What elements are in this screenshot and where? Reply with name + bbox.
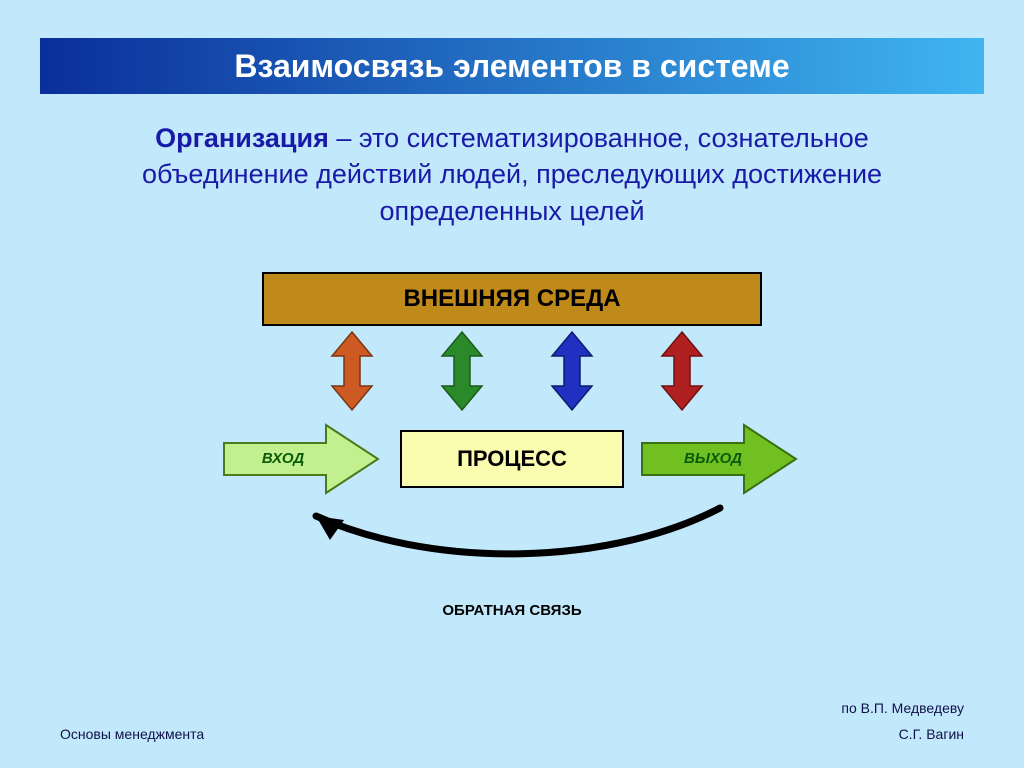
process-box: ПРОЦЕСС [400, 430, 624, 488]
bidir-arrow-4 [662, 332, 702, 410]
feedback-arc-path [316, 508, 720, 554]
footer-left: Основы менеджмента [60, 726, 204, 742]
output-arrow-shape [642, 425, 796, 493]
output-arrow [640, 421, 800, 497]
bidirectional-arrows [262, 326, 762, 416]
attribution-text: по В.П. Медведеву [841, 700, 964, 716]
process-label: ПРОЦЕСС [457, 446, 567, 472]
bidir-arrow-2 [442, 332, 482, 410]
footer-right: С.Г. Вагин [899, 726, 964, 742]
bidir-arrow-3 [552, 332, 592, 410]
slide-root: Взаимосвязь элементов в системе Организа… [0, 0, 1024, 768]
feedback-label: ОБРАТНАЯ СВЯЗЬ [412, 602, 612, 619]
environment-box: ВНЕШНЯЯ СРЕДА [262, 272, 762, 326]
environment-label: ВНЕШНЯЯ СРЕДА [403, 285, 620, 313]
input-arrow-shape [224, 425, 378, 493]
input-arrow [222, 421, 382, 497]
definition-term: Организация [155, 123, 329, 153]
slide-title-bar: Взаимосвязь элементов в системе [40, 38, 984, 94]
definition-text: Организация – это систематизированное, с… [100, 120, 924, 229]
bidir-arrow-1 [332, 332, 372, 410]
slide-title-text: Взаимосвязь элементов в системе [234, 48, 789, 85]
